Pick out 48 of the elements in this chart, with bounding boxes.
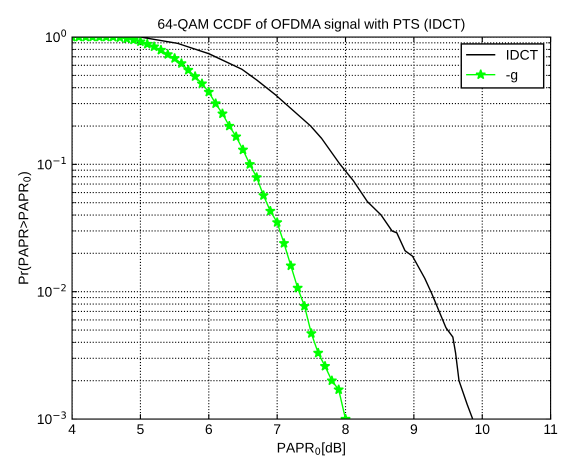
point (148, 41, 160, 52)
point (169, 52, 180, 63)
chart-title: 64-QAM CCDF of OFDMA signal with PTS (IDCT) (158, 18, 464, 32)
point (278, 238, 290, 248)
point (251, 172, 262, 182)
point (217, 108, 228, 118)
point (224, 120, 235, 131)
point (135, 37, 146, 46)
point (196, 78, 208, 88)
x-tick-label: 10 (476, 424, 490, 434)
y-axis-title: Pr(PAPR>PAPR$_{0}$) (18, 172, 32, 284)
y-tick-label: 10$^{−2}$ (38, 284, 66, 297)
point (286, 260, 296, 270)
point (333, 384, 344, 394)
point (312, 347, 324, 358)
point (258, 190, 269, 200)
x-tick-label: 8 (342, 424, 349, 434)
point (230, 131, 242, 142)
x-tick-label: 4 (68, 424, 76, 434)
point (265, 205, 276, 216)
point (306, 328, 317, 338)
legend-label: -g (506, 72, 518, 82)
point (128, 37, 139, 45)
x-tick-label: 11 (544, 424, 558, 434)
point (326, 375, 338, 386)
point (203, 86, 214, 97)
x-tick-label: 5 (137, 424, 144, 434)
y-tick-label: 10$^{0}$ (46, 29, 66, 42)
y-tick-label: 10$^{−3}$ (38, 411, 66, 424)
point (162, 48, 174, 60)
point (156, 44, 166, 55)
point (238, 144, 248, 154)
point (320, 360, 330, 371)
point (182, 64, 194, 75)
point (142, 38, 153, 49)
point (299, 300, 310, 311)
x-tick-label: 9 (410, 424, 418, 434)
point (272, 216, 282, 228)
point (292, 282, 303, 293)
point (210, 98, 221, 108)
point (244, 158, 256, 169)
legend-label: IDCT (506, 50, 538, 60)
point (190, 70, 200, 82)
x-tick-label: 7 (274, 424, 280, 434)
x-tick-label: 6 (206, 424, 212, 434)
x-axis-title: PAPR$_{0}$[dB] (278, 442, 345, 456)
y-tick-label: 10$^{−1}$ (38, 156, 66, 170)
point (176, 58, 187, 68)
